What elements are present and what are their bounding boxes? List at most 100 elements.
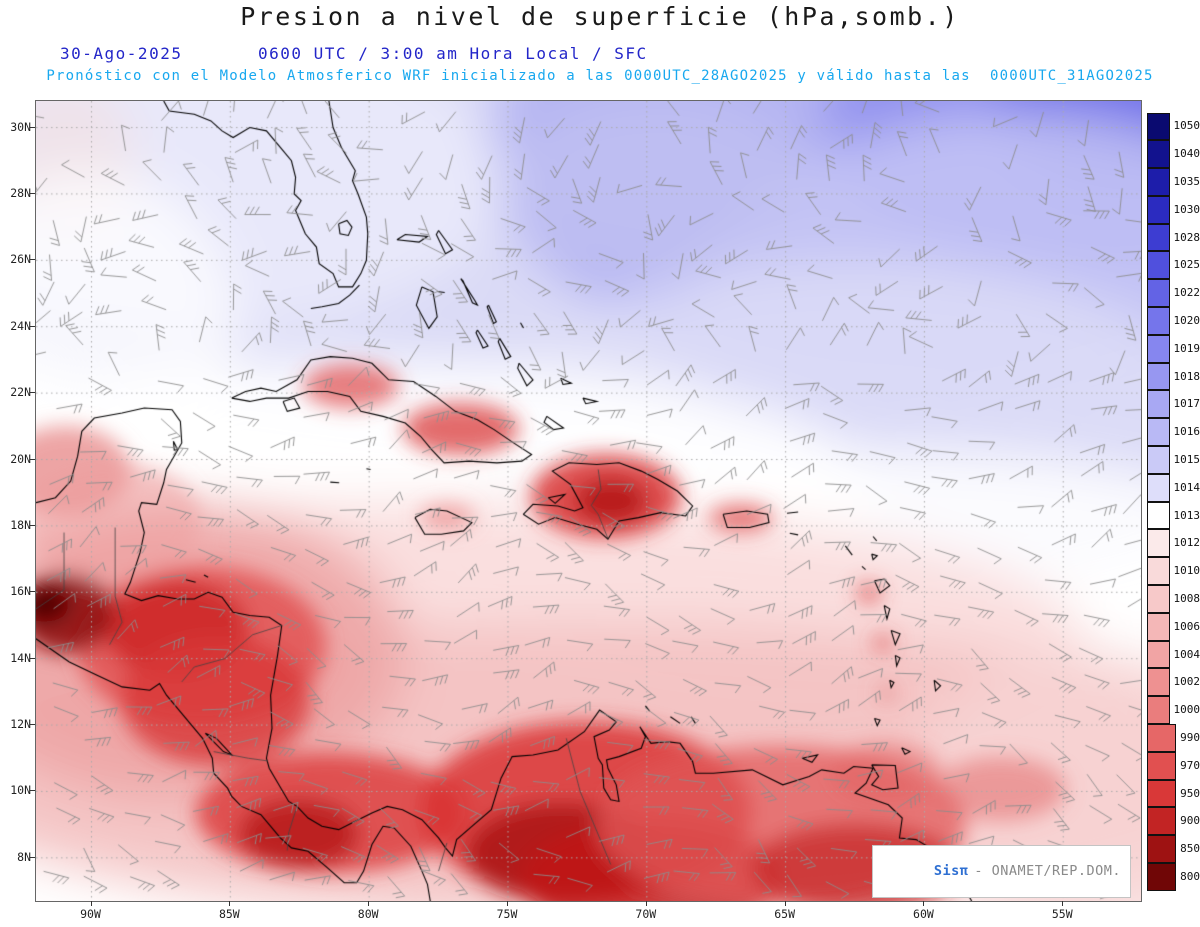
colorbar-label: 1017 bbox=[1173, 397, 1200, 411]
colorbar-segment: 1010 bbox=[1147, 557, 1200, 586]
colorbar-label: 1015 bbox=[1173, 452, 1200, 466]
watermark-brand: Sisπ bbox=[933, 863, 969, 879]
colorbar-label: 1019 bbox=[1173, 341, 1200, 355]
colorbar-chip bbox=[1147, 446, 1170, 474]
colorbar-label: 1035 bbox=[1173, 174, 1200, 188]
colorbar-chip bbox=[1147, 418, 1170, 447]
colorbar-chip bbox=[1147, 168, 1170, 196]
colorbar-segment: 1028 bbox=[1147, 223, 1200, 252]
lat-tick-label: 24N bbox=[10, 318, 31, 333]
colorbar-segment: 1020 bbox=[1147, 307, 1200, 335]
lat-tick-label: 20N bbox=[10, 451, 31, 466]
colorbar-label: 900 bbox=[1180, 814, 1200, 828]
colorbar-label: 1002 bbox=[1173, 675, 1200, 689]
colorbar-segment: 1012 bbox=[1147, 529, 1200, 558]
colorbar-label: 1004 bbox=[1173, 647, 1200, 661]
axis-tick bbox=[368, 901, 370, 906]
axis-tick bbox=[30, 790, 35, 792]
colorbar-label: 850 bbox=[1180, 842, 1200, 856]
colorbar: 1050 1040 1035 1030 1028 1025 1022 1020 1019 1018… bbox=[1147, 112, 1200, 891]
colorbar-chip bbox=[1147, 751, 1177, 780]
lon-tick-label: 90W bbox=[80, 907, 101, 921]
colorbar-label: 1018 bbox=[1173, 369, 1200, 383]
lon-tick-label: 70W bbox=[635, 907, 657, 921]
axis-tick bbox=[645, 901, 647, 906]
axis-tick bbox=[30, 192, 35, 194]
colorbar-chip bbox=[1147, 140, 1170, 169]
colorbar-chip bbox=[1147, 696, 1170, 725]
axis-tick bbox=[30, 591, 35, 593]
watermark-text: - ONAMET/REP.DOM. bbox=[974, 863, 1121, 879]
lon-tick-label: 55W bbox=[1051, 907, 1073, 921]
colorbar-label: 1006 bbox=[1173, 619, 1200, 633]
colorbar-segment: 1000 bbox=[1147, 696, 1200, 725]
axis-tick bbox=[30, 392, 35, 394]
colorbar-label: 1028 bbox=[1173, 230, 1200, 244]
lat-tick-label: 22N bbox=[10, 385, 31, 400]
valid-time: 0600 UTC / 3:00 am Hora Local / SFC bbox=[258, 44, 648, 63]
axis-tick bbox=[506, 901, 508, 906]
colorbar-chip bbox=[1147, 251, 1170, 280]
colorbar-chip bbox=[1147, 279, 1170, 308]
colorbar-chip bbox=[1147, 529, 1170, 558]
lat-tick-label: 26N bbox=[10, 252, 31, 267]
lon-tick-label: 75W bbox=[496, 907, 518, 921]
colorbar-segment: 970 bbox=[1147, 751, 1200, 780]
colorbar-chip bbox=[1147, 501, 1170, 530]
colorbar-segment: 1002 bbox=[1147, 668, 1200, 697]
colorbar-label: 950 bbox=[1180, 786, 1200, 800]
lon-tick-label: 80W bbox=[357, 907, 379, 921]
colorbar-chip bbox=[1147, 390, 1170, 419]
colorbar-label: 1010 bbox=[1173, 564, 1200, 578]
colorbar-label: 1025 bbox=[1173, 258, 1200, 272]
lat-tick-label: 8N bbox=[17, 849, 31, 864]
colorbar-segment: 1030 bbox=[1147, 195, 1200, 224]
axis-tick bbox=[30, 126, 35, 128]
colorbar-label: 1040 bbox=[1173, 147, 1200, 161]
map-area: Sisπ - ONAMET/REP.DOM. bbox=[35, 100, 1142, 902]
axis-tick bbox=[784, 901, 786, 906]
watermark: Sisπ - ONAMET/REP.DOM. bbox=[872, 845, 1131, 898]
colorbar-segment: 1035 bbox=[1147, 168, 1200, 196]
colorbar-segment: 1019 bbox=[1147, 334, 1200, 363]
lat-tick-label: 16N bbox=[10, 584, 31, 599]
lat-tick-label: 14N bbox=[10, 650, 31, 665]
valid-date: 30-Ago-2025 bbox=[60, 44, 183, 63]
colorbar-segment: 1008 bbox=[1147, 585, 1200, 613]
colorbar-label: 990 bbox=[1180, 730, 1200, 744]
colorbar-chip bbox=[1147, 334, 1170, 363]
forecast-line: Pronóstico con el Modelo Atmosferico WRF… bbox=[46, 68, 1154, 84]
colorbar-chip bbox=[1147, 362, 1170, 391]
colorbar-segment: 1004 bbox=[1147, 640, 1200, 669]
axis-tick bbox=[30, 325, 35, 327]
axis-tick bbox=[923, 901, 925, 906]
colorbar-chip bbox=[1147, 307, 1170, 335]
colorbar-segment: 1022 bbox=[1147, 279, 1200, 308]
colorbar-chip bbox=[1147, 223, 1170, 252]
colorbar-chip bbox=[1147, 557, 1170, 586]
colorbar-chip bbox=[1147, 863, 1177, 891]
colorbar-label: 970 bbox=[1180, 758, 1200, 772]
colorbar-chip bbox=[1147, 585, 1170, 613]
colorbar-label: 1016 bbox=[1173, 425, 1200, 439]
lon-tick-label: 60W bbox=[913, 907, 934, 921]
colorbar-segment: 1015 bbox=[1147, 446, 1200, 474]
colorbar-chip bbox=[1147, 668, 1170, 697]
map-canvas bbox=[36, 101, 1141, 901]
colorbar-label: 1000 bbox=[1173, 703, 1200, 717]
lat-tick-label: 12N bbox=[10, 717, 31, 732]
colorbar-segment: 1040 bbox=[1147, 140, 1200, 169]
colorbar-label: 1050 bbox=[1173, 119, 1200, 133]
colorbar-label: 1014 bbox=[1173, 480, 1200, 494]
colorbar-segment: 1006 bbox=[1147, 612, 1200, 641]
axis-tick bbox=[30, 724, 35, 726]
axis-tick bbox=[90, 901, 92, 906]
colorbar-label: 1008 bbox=[1173, 591, 1200, 605]
colorbar-segment: 990 bbox=[1147, 724, 1200, 752]
axis-tick bbox=[30, 524, 35, 526]
colorbar-segment: 850 bbox=[1147, 835, 1200, 864]
axis-tick bbox=[30, 259, 35, 261]
page-title: Presion a nivel de superficie (hPa,somb.… bbox=[240, 2, 960, 31]
lat-tick-label: 28N bbox=[10, 185, 31, 200]
